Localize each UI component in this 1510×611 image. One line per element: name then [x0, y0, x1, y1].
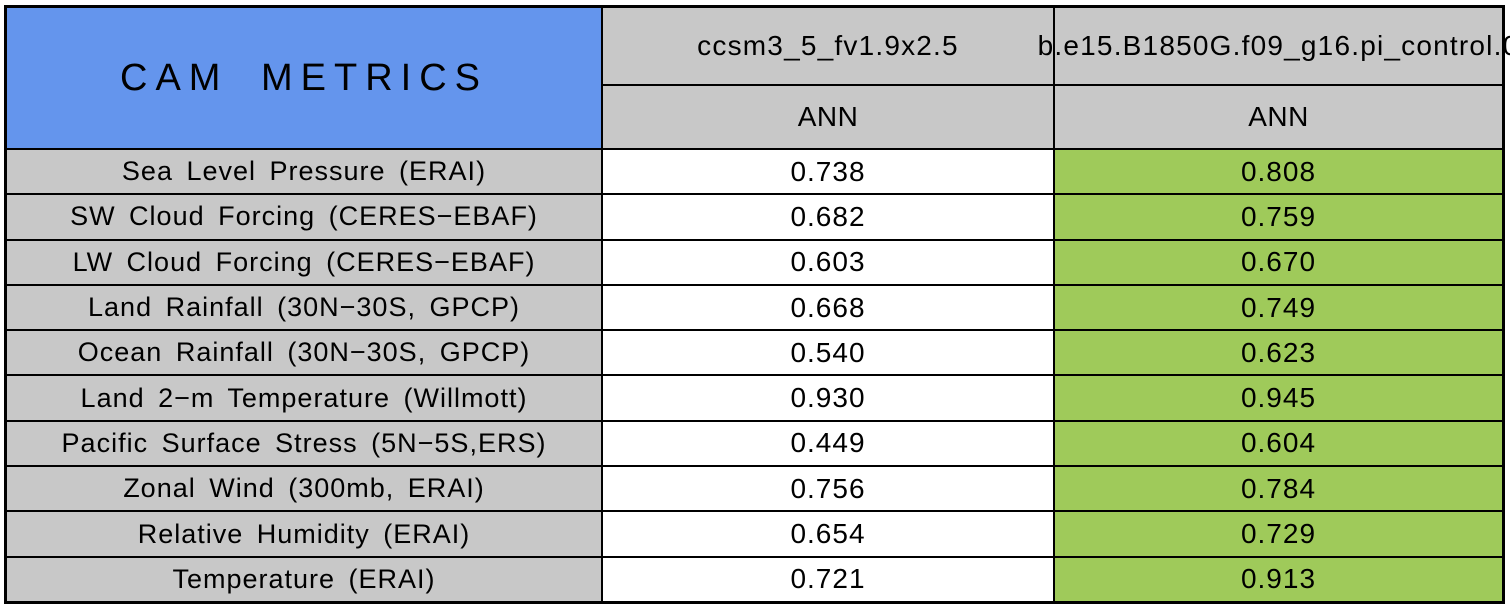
table-row: LW Cloud Forcing (CERES−EBAF) 0.603 0.67… [6, 239, 1503, 285]
metric-label: Land Rainfall (30N−30S, GPCP) [88, 292, 520, 323]
cam-metrics-table: CAM METRICS ccsm3_5_fv1.9x2.5 b.e15.B185… [4, 5, 1510, 604]
table-title-cell: CAM METRICS [6, 7, 602, 149]
value-cell-model2: 0.670 [1054, 239, 1503, 285]
metric-value: 0.682 [790, 200, 866, 232]
value-cell-model2: 0.729 [1054, 511, 1503, 557]
metric-value: 0.729 [1240, 518, 1317, 550]
value-cell-model1: 0.930 [602, 375, 1054, 421]
value-cell-model1: 0.738 [602, 149, 1054, 195]
metric-value: 0.759 [1240, 200, 1317, 232]
model-header-2-label: b.e15.B1850G.f09_g16.pi_control.0 [1037, 30, 1510, 61]
value-cell-model1: 0.449 [602, 420, 1054, 467]
metric-label-cell: SW Cloud Forcing (CERES−EBAF) [6, 194, 602, 240]
metric-value: 0.784 [1240, 472, 1317, 504]
table-title: CAM METRICS [120, 56, 488, 99]
value-cell-model2: 0.808 [1054, 149, 1503, 195]
value-cell-model1: 0.721 [602, 556, 1054, 602]
metric-value: 0.913 [1240, 563, 1317, 595]
value-cell-model2: 0.749 [1054, 284, 1503, 331]
value-cell-model1: 0.654 [602, 511, 1054, 557]
metric-label: Zonal Wind (300mb, ERAI) [123, 473, 485, 504]
metric-label: Relative Humidity (ERAI) [137, 518, 471, 549]
table-row: Pacific Surface Stress (5N−5S,ERS) 0.449… [6, 420, 1503, 467]
table-row: Temperature (ERAI) 0.721 0.913 [6, 556, 1503, 602]
metric-label-cell: Land 2−m Temperature (Willmott) [6, 375, 602, 421]
value-cell-model1: 0.756 [602, 466, 1054, 512]
model-header-2: b.e15.B1850G.f09_g16.pi_control.0 [1038, 7, 1510, 85]
metric-label: Land 2−m Temperature (Willmott) [80, 382, 528, 413]
cam-metrics-table-wrap: CAM METRICS ccsm3_5_fv1.9x2.5 b.e15.B185… [4, 5, 1510, 604]
metric-label-cell: Ocean Rainfall (30N−30S, GPCP) [6, 330, 602, 376]
metric-label-cell: Pacific Surface Stress (5N−5S,ERS) [6, 420, 602, 467]
metric-value: 0.540 [790, 336, 866, 368]
season-header-2-label: ANN [1248, 101, 1309, 132]
metric-label-cell: Zonal Wind (300mb, ERAI) [6, 466, 602, 512]
metric-value: 0.945 [1240, 382, 1317, 414]
metric-label-cell: LW Cloud Forcing (CERES−EBAF) [6, 239, 602, 285]
value-cell-model2: 0.623 [1054, 330, 1503, 376]
metric-label-cell: Land Rainfall (30N−30S, GPCP) [6, 284, 602, 331]
metric-label-cell: Temperature (ERAI) [6, 556, 602, 602]
value-cell-model1: 0.603 [602, 239, 1054, 285]
table-row: Land Rainfall (30N−30S, GPCP) 0.668 0.74… [6, 284, 1503, 331]
metric-value: 0.603 [790, 246, 866, 278]
metric-label: LW Cloud Forcing (CERES−EBAF) [72, 246, 536, 277]
season-header-1-label: ANN [797, 101, 859, 132]
value-cell-model2: 0.604 [1054, 420, 1503, 467]
metric-value: 0.749 [1240, 291, 1317, 323]
value-cell-model1: 0.682 [602, 194, 1054, 240]
metric-label: Temperature (ERAI) [172, 563, 436, 594]
metric-value: 0.930 [790, 382, 866, 414]
value-cell-model1: 0.668 [602, 284, 1054, 331]
season-header-1: ANN [602, 85, 1054, 149]
table-row: Sea Level Pressure (ERAI) 0.738 0.808 [6, 149, 1503, 195]
metric-value: 0.670 [1240, 246, 1317, 278]
metric-value: 0.668 [790, 291, 866, 323]
metric-label: Sea Level Pressure (ERAI) [121, 156, 487, 187]
metric-value: 0.654 [790, 518, 866, 550]
metric-value: 0.623 [1240, 336, 1317, 368]
table-row: Relative Humidity (ERAI) 0.654 0.729 [6, 511, 1503, 557]
model-header-1-label: ccsm3_5_fv1.9x2.5 [697, 30, 959, 61]
metric-label: Pacific Surface Stress (5N−5S,ERS) [61, 427, 547, 458]
metric-value: 0.721 [790, 563, 866, 595]
metric-label-cell: Relative Humidity (ERAI) [6, 511, 602, 557]
metric-value: 0.449 [790, 427, 866, 459]
value-cell-model2: 0.759 [1054, 194, 1503, 240]
metric-label: Ocean Rainfall (30N−30S, GPCP) [77, 337, 531, 368]
metric-value: 0.808 [1240, 155, 1317, 187]
metric-label-cell: Sea Level Pressure (ERAI) [6, 149, 602, 195]
value-cell-model2: 0.913 [1054, 556, 1503, 602]
metric-value: 0.738 [790, 155, 866, 187]
table-row: Ocean Rainfall (30N−30S, GPCP) 0.540 0.6… [6, 330, 1503, 376]
table-row: SW Cloud Forcing (CERES−EBAF) 0.682 0.75… [6, 194, 1503, 240]
metric-value: 0.604 [1240, 427, 1317, 459]
model-header-1: ccsm3_5_fv1.9x2.5 [602, 7, 1054, 85]
value-cell-model2: 0.784 [1054, 466, 1503, 512]
table-row: Zonal Wind (300mb, ERAI) 0.756 0.784 [6, 466, 1503, 512]
table-row: Land 2−m Temperature (Willmott) 0.930 0.… [6, 375, 1503, 421]
season-header-2: ANN [1054, 85, 1503, 149]
metric-label: SW Cloud Forcing (CERES−EBAF) [70, 201, 538, 232]
value-cell-model1: 0.540 [602, 330, 1054, 376]
value-cell-model2: 0.945 [1054, 375, 1503, 421]
metric-value: 0.756 [790, 472, 866, 504]
